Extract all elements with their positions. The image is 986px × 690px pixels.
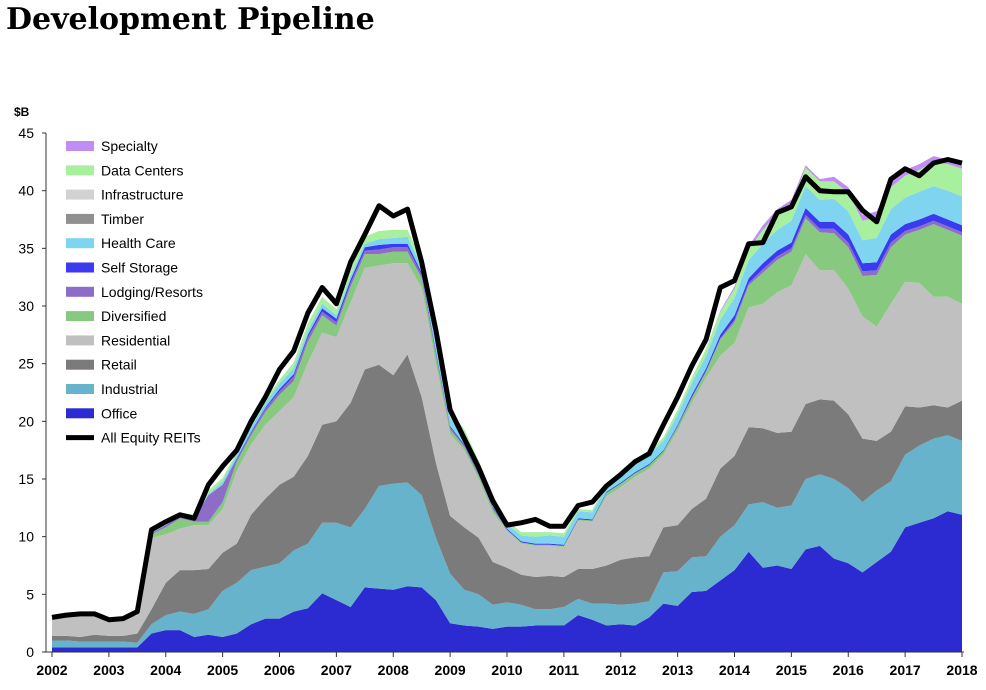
total-line-group	[51, 157, 963, 623]
legend-swatch	[66, 262, 94, 273]
legend-swatch	[66, 311, 94, 322]
y-tick-label: 0	[26, 644, 34, 660]
x-tick-label: 2007	[321, 662, 352, 678]
legend-item-residential: Residential	[66, 332, 170, 348]
y-tick-label: 25	[18, 356, 34, 372]
legend-item-data-centers: Data Centers	[66, 162, 183, 178]
y-tick-label: 15	[18, 471, 34, 487]
legend-label: Lodging/Resorts	[101, 284, 203, 300]
area-industrial	[52, 435, 962, 648]
legend-item-self-storage: Self Storage	[66, 260, 178, 276]
legend-label: Health Care	[101, 235, 176, 251]
y-axis-label: $B	[14, 105, 30, 119]
stacked-areas	[52, 156, 962, 652]
legend-swatch	[66, 189, 94, 200]
x-tick-label: 2009	[435, 662, 466, 678]
legend: Specialty Data Centers Infrastructure Timbe…	[66, 138, 203, 446]
legend-label: Timber	[101, 211, 144, 227]
legend-label: Infrastructure	[101, 187, 184, 203]
legend-label: All Equity REITs	[101, 430, 201, 446]
x-tick-label: 2006	[264, 662, 295, 678]
y-tick-label: 20	[18, 413, 34, 429]
legend-label: Residential	[101, 332, 170, 348]
legend-swatch	[66, 384, 94, 394]
legend-label: Data Centers	[101, 162, 183, 178]
legend-item-health-care: Health Care	[66, 235, 176, 251]
line-all-equity-reits	[51, 157, 963, 623]
legend-swatch	[66, 286, 94, 297]
legend-item-office: Office	[66, 405, 138, 421]
y-tick-label: 45	[18, 125, 34, 141]
legend-label: Industrial	[101, 381, 158, 397]
legend-item-timber: Timber	[66, 211, 144, 227]
legend-label: Retail	[101, 357, 137, 373]
x-tick-label: 2014	[719, 662, 750, 678]
legend-item-specialty: Specialty	[66, 138, 158, 154]
x-tick-label: 2017	[890, 662, 921, 678]
x-tick-label: 2012	[605, 662, 636, 678]
legend-swatch	[66, 408, 94, 419]
legend-item-industrial: Industrial	[66, 381, 158, 397]
legend-item-infrastructure: Infrastructure	[66, 187, 184, 203]
x-tick-label: 2015	[776, 662, 807, 678]
y-tick-label: 40	[18, 183, 34, 199]
y-tick-label: 35	[18, 240, 34, 256]
page-title: Development Pipeline	[6, 2, 375, 37]
y-tick-label: 30	[18, 298, 34, 314]
legend-label: Self Storage	[101, 260, 178, 276]
legend-swatch	[66, 359, 94, 370]
legend-item-all-equity-reits: All Equity REITs	[66, 430, 201, 446]
x-tick-label: 2010	[491, 662, 522, 678]
x-tick-label: 2018	[946, 662, 977, 678]
legend-item-retail: Retail	[66, 357, 137, 373]
legend-label: Office	[101, 405, 138, 421]
legend-swatch	[66, 335, 94, 346]
legend-swatch	[66, 165, 94, 176]
y-tick-label: 5	[26, 586, 34, 602]
x-tick-label: 2005	[207, 662, 238, 678]
legend-item-diversified: Diversified	[66, 308, 166, 324]
area-retail	[52, 354, 962, 643]
legend-item-lodging-resorts: Lodging/Resorts	[66, 284, 203, 300]
x-tick-label: 2004	[150, 662, 181, 678]
x-tick-label: 2011	[549, 662, 580, 678]
legend-swatch	[66, 238, 94, 249]
legend-label: Diversified	[101, 308, 166, 324]
legend-swatch	[66, 213, 94, 224]
area-residential	[52, 254, 962, 637]
x-tick-label: 2003	[93, 662, 124, 678]
x-tick-label: 2013	[662, 662, 693, 678]
x-tick-label: 2016	[833, 662, 864, 678]
x-tick-label: 2002	[36, 662, 67, 678]
y-tick-label: 10	[18, 529, 34, 545]
legend-label: Specialty	[101, 138, 158, 154]
area-office	[52, 511, 962, 652]
axes: $B 0 5 10 15 20 25 30 35 40 45 2002 2003 2004 2005 2006…	[14, 105, 978, 678]
x-tick-label: 2008	[378, 662, 409, 678]
legend-swatch	[66, 141, 94, 151]
